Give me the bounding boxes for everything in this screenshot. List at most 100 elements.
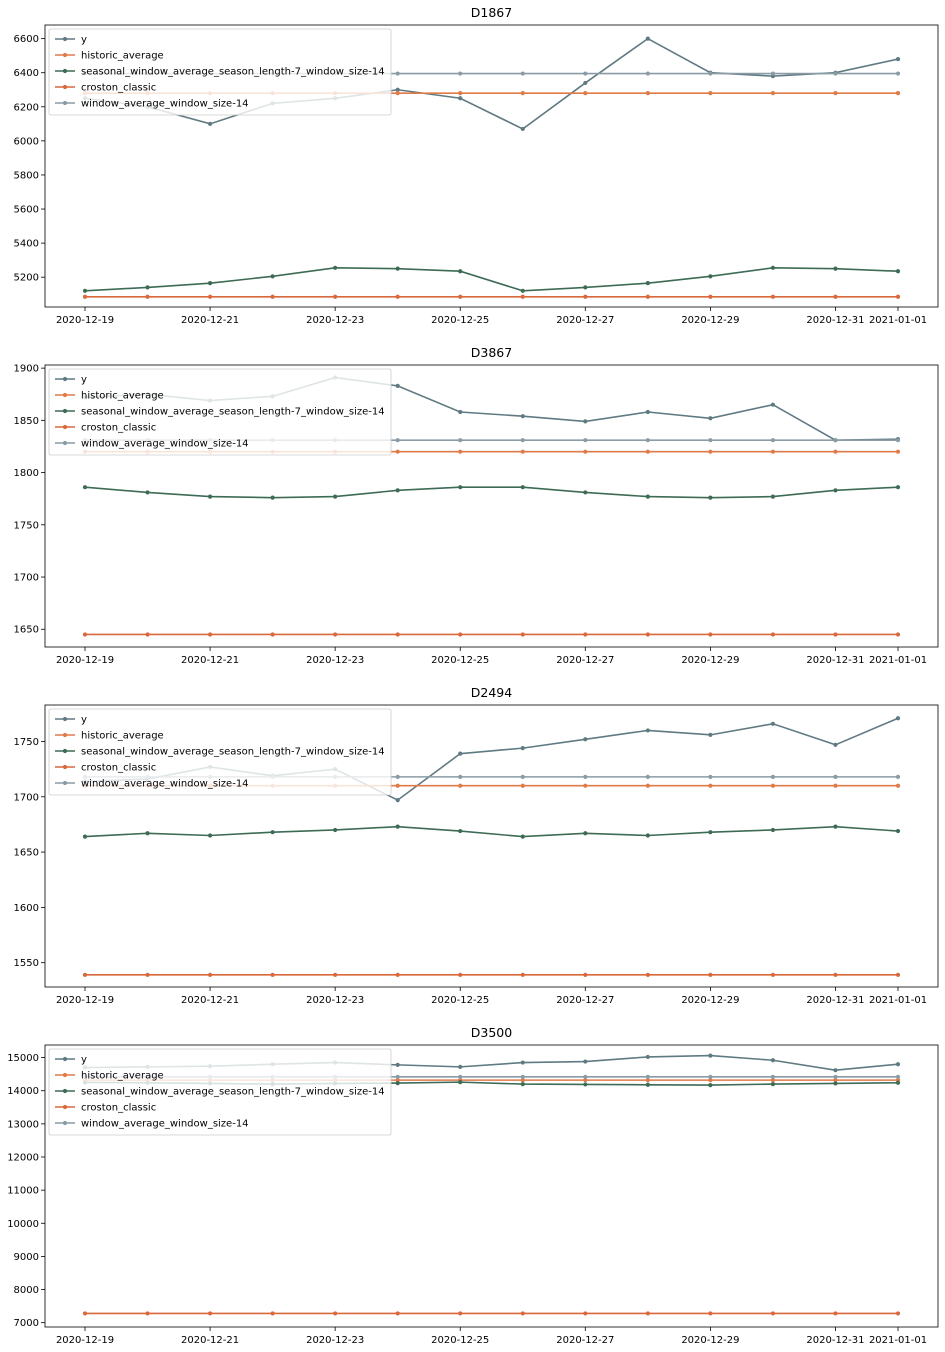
legend-swatch-marker: [62, 36, 68, 42]
data-point: [770, 774, 776, 779]
plot-frame: [44, 24, 939, 308]
data-point: [82, 294, 88, 299]
data-point: [708, 1053, 713, 1058]
legend-label: historic_average: [81, 391, 164, 402]
x-tick-label: 2020-12-19: [56, 315, 114, 326]
y-tick-label: 9000: [14, 1252, 39, 1263]
data-point: [520, 485, 525, 490]
data-point: [333, 494, 338, 499]
data-point: [583, 972, 588, 977]
data-point: [583, 1059, 588, 1064]
x-tick-label: 2020-12-21: [181, 655, 239, 666]
legend-swatch-marker: [62, 732, 68, 738]
data-point: [520, 71, 525, 76]
series-seasonal_window_average_season_length-7_window_size-14: [82, 265, 901, 293]
x-tick-label: 2020-12-23: [306, 995, 364, 1006]
legend-label: y: [81, 1055, 87, 1066]
data-point: [395, 488, 400, 493]
data-point: [645, 281, 650, 286]
data-point: [458, 294, 463, 299]
data-point: [395, 783, 400, 788]
data-point: [708, 495, 713, 500]
y-tick-label: 1800: [14, 468, 39, 479]
data-point: [583, 294, 588, 299]
legend-swatch-marker: [62, 408, 68, 414]
data-point: [770, 294, 776, 299]
data-point: [520, 1074, 525, 1079]
data-point: [82, 1311, 88, 1316]
data-point: [520, 1060, 525, 1065]
legend-box: [48, 368, 392, 456]
legend-label: historic_average: [81, 1071, 164, 1082]
legend-label: seasonal_window_average_season_length-7_…: [81, 407, 385, 418]
series-croston_classic: [82, 632, 901, 637]
x-tick-label: 2020-12-25: [431, 655, 489, 666]
legend-label: y: [81, 375, 87, 386]
y-tick-label: 1650: [14, 848, 39, 859]
legend-label: historic_average: [81, 51, 164, 62]
data-point: [520, 834, 525, 839]
x-tick-label: 2021-01-01: [869, 655, 927, 666]
x-tick-label: 2020-12-31: [806, 655, 864, 666]
legend-swatch-marker: [62, 1120, 68, 1126]
x-tick-label: 2020-12-25: [431, 995, 489, 1006]
y-tick-label: 12000: [7, 1153, 39, 1164]
data-point: [770, 783, 776, 788]
data-point: [395, 1062, 400, 1067]
data-point: [458, 449, 463, 454]
data-point: [770, 402, 776, 407]
data-point: [708, 1074, 713, 1079]
data-point: [645, 833, 650, 838]
data-point: [520, 126, 525, 132]
data-point: [458, 751, 463, 756]
data-point: [895, 1311, 901, 1316]
data-point: [395, 87, 400, 92]
data-point: [395, 449, 400, 454]
data-point: [770, 71, 776, 76]
data-point: [645, 783, 650, 788]
series-croston_classic: [82, 972, 901, 977]
legend: y historic_average seasonal_window_average…: [48, 708, 392, 796]
legend-label: croston_classic: [81, 423, 156, 434]
data-point: [895, 269, 901, 274]
data-point: [583, 1082, 588, 1087]
chart-3: D3500 7000 8000 9000 10000 11000 12000 13000 140…: [7, 1025, 939, 1346]
legend-box: [48, 1048, 392, 1136]
data-point: [708, 1078, 713, 1083]
x-tick-label: 2020-12-29: [681, 655, 739, 666]
data-point: [520, 288, 525, 293]
data-point: [645, 438, 650, 443]
data-point: [333, 632, 338, 637]
data-point: [895, 91, 901, 96]
data-point: [833, 1074, 838, 1079]
legend-swatch-marker: [62, 1056, 68, 1062]
data-point: [770, 449, 776, 454]
data-point: [895, 828, 901, 834]
data-point: [895, 485, 901, 490]
legend-swatch-marker: [62, 1072, 68, 1078]
data-point: [82, 485, 88, 490]
data-point: [520, 1078, 525, 1083]
data-point: [833, 783, 838, 788]
data-point: [458, 1080, 463, 1085]
series-line: [84, 267, 899, 292]
data-point: [833, 266, 838, 271]
data-point: [833, 449, 838, 454]
data-point: [833, 91, 838, 96]
x-tick-label: 2020-12-19: [56, 995, 114, 1006]
legend-swatch-marker: [62, 764, 68, 770]
chart-title: D3500: [471, 1025, 512, 1040]
data-point: [145, 632, 150, 637]
data-point: [833, 1311, 838, 1316]
data-point: [145, 294, 150, 299]
data-point: [458, 783, 463, 788]
y-tick-label: 1700: [14, 573, 39, 584]
y-tick-label: 5800: [14, 170, 39, 181]
data-point: [895, 972, 901, 977]
y-tick-label: 1750: [14, 737, 39, 748]
legend-swatch-marker: [62, 440, 68, 446]
series-croston_classic: [82, 1311, 901, 1316]
data-point: [583, 1311, 588, 1316]
data-point: [145, 831, 150, 836]
data-point: [583, 774, 588, 779]
